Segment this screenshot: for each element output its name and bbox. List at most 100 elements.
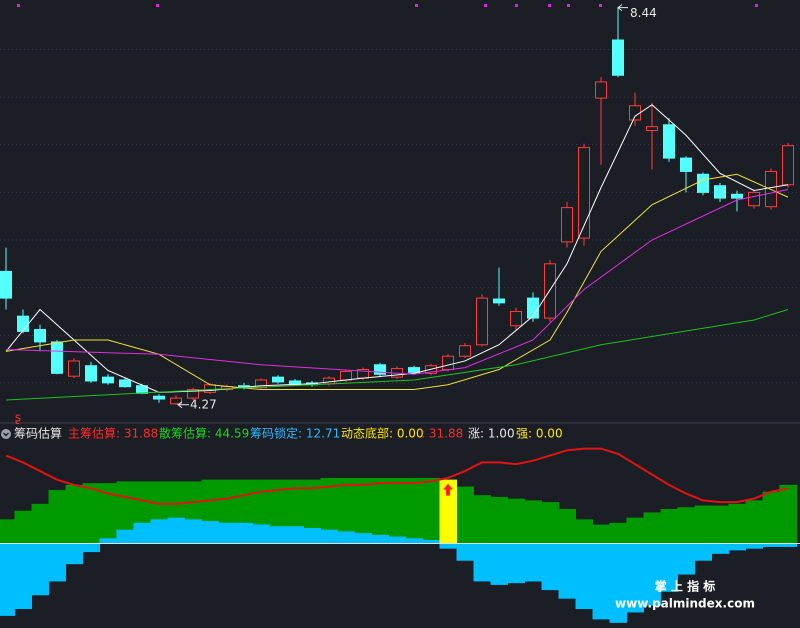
legend-entry: 主筹估算: 31.88 [68,426,158,441]
main-line [5,447,789,505]
indicator-bar [252,524,270,544]
candle-body [680,157,692,172]
indicator-bar [728,543,746,551]
legend-entry: 动态底部: 0.00 [341,426,424,441]
candle-body [323,377,335,385]
indicator-bar [592,543,610,620]
indicator-bar [490,496,508,544]
high-label: 8.44 [630,6,657,20]
indicator-bar [337,477,355,544]
indicator-bar [728,503,746,544]
indicator-bar [592,524,610,544]
indicator-bar [439,543,457,549]
candle-body [374,364,386,375]
signal-icon: ʂ [15,411,21,425]
candle-body [68,360,80,377]
indicator-bar [643,543,661,606]
indicator-bar [99,483,117,544]
indicator-bar [473,543,491,582]
candle-body [119,379,131,388]
indicator-bar [694,505,712,544]
indicator-bar [711,543,729,554]
legend-entry: 筹码锁定: 12.71 [250,426,340,441]
indicator-bar [677,507,695,544]
indicator-bar [371,477,389,544]
candle-body [459,345,471,357]
indicator-bar [473,495,491,544]
indicator-bar [65,543,83,565]
indicator-bar [575,519,593,544]
indicator-bar [609,522,627,544]
indicator-bar [116,529,134,544]
candle-body [612,39,624,76]
legend-entry: 散筹估算: 44.59 [159,426,249,441]
indicator-bar [320,529,338,544]
indicator-bar [541,543,559,591]
indicator-bar [65,484,83,544]
candle-body [510,310,522,327]
candle-body [272,376,284,383]
indicator-bar [422,477,440,544]
high-marker [617,4,628,12]
indicator-bar [660,508,678,544]
arrow-up [443,483,453,496]
indicator-bar [354,533,372,544]
indicator-bar [745,500,763,544]
indicator-bar [779,543,797,547]
candle-body [697,173,709,193]
indicator-bar [99,538,117,544]
indicator-bar [0,519,15,544]
candle-body [102,376,114,384]
indicator-bar [507,543,525,584]
indicator-bar [762,491,780,544]
indicator-bar [490,543,508,585]
indicator-bar [150,519,168,544]
candle-body [646,126,658,131]
candle-body [187,389,199,399]
low-marker [177,401,189,409]
indicator-bar [405,477,423,544]
candle-body [748,191,760,207]
candle-body [442,355,454,371]
collapse-chevron [3,432,9,437]
candle-body [476,297,488,346]
candle-body [153,395,165,400]
watermark-title: 掌 上 指 标 [655,579,716,594]
indicator-bar [218,522,236,544]
indicator-bar [31,503,49,544]
indicator-bar [388,536,406,544]
indicator-bar [422,540,440,544]
indicator-bar [0,543,15,616]
indicator-bar [235,522,253,544]
indicator-bar [643,512,661,544]
legend-entry: 强: 0.00 [516,427,563,441]
candle-body [85,365,97,382]
collapse-icon [1,429,11,439]
candle-body [578,147,590,239]
indicator-bar [456,486,474,544]
indicator-bar [48,543,66,582]
candle-body [340,370,352,381]
indicator-bar [779,484,797,544]
indicator-bar [745,543,763,549]
indicator-bar [677,543,695,575]
indicator-bar [354,477,372,544]
indicator-bar [184,519,202,544]
legend-entry: : 31.88 [421,427,463,441]
signal-dots [17,4,758,7]
candle-body [527,297,539,319]
indicator-bar [609,543,627,623]
indicator-bar [167,517,185,544]
indicator-title: 筹码估算 [14,426,62,441]
candle-body [204,384,216,393]
candle-body [170,397,182,405]
watermark-url: www.palmindex.com [615,597,755,611]
indicator-bar [48,490,66,544]
candle-body [731,193,743,199]
indicator-bar [31,543,49,596]
indicator-bar [286,526,304,544]
moving-average [5,189,789,375]
indicator-bar [388,477,406,544]
indicator-bar [541,502,559,544]
